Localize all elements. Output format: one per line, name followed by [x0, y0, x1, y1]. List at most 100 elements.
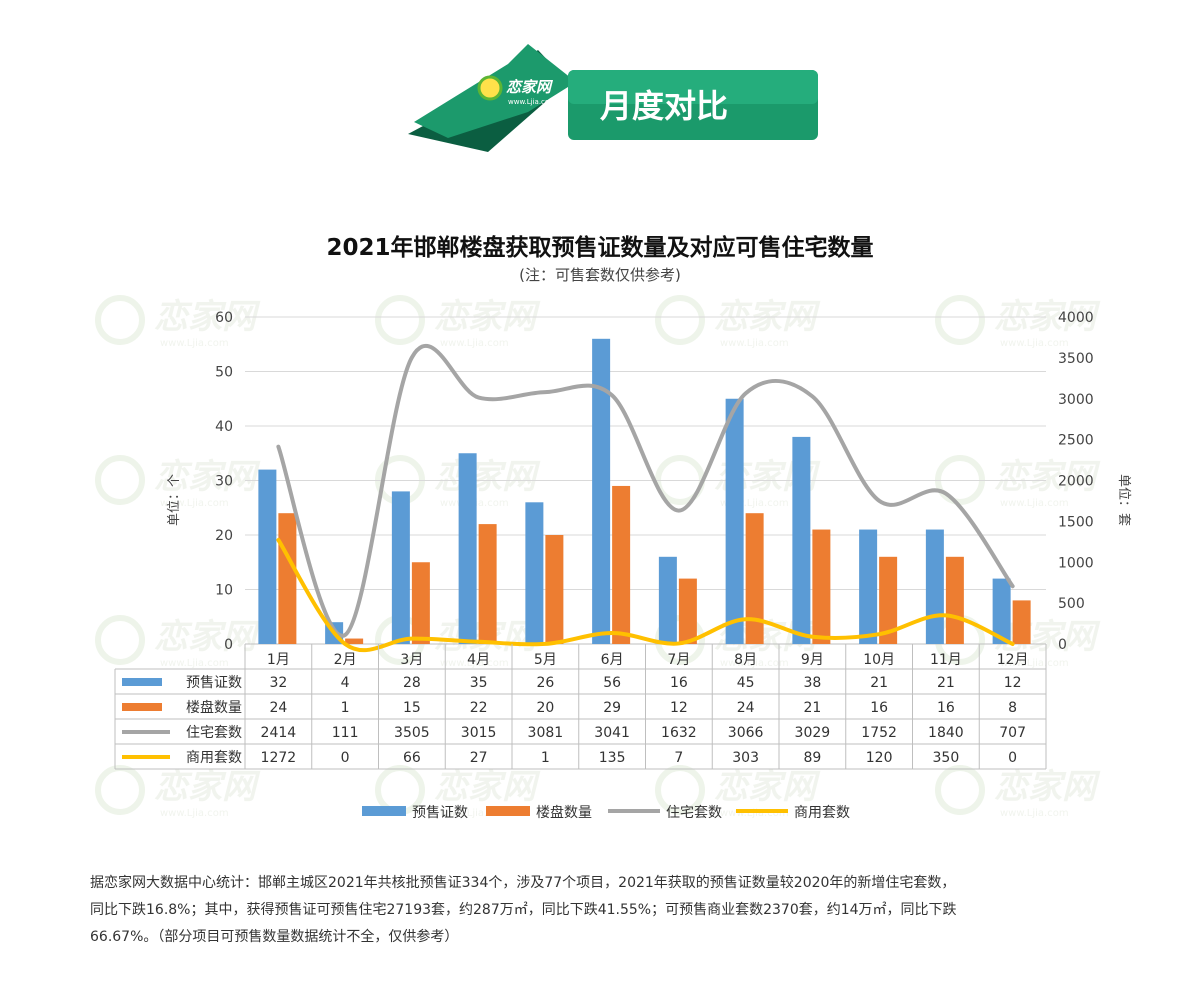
x-tick-label: 2月	[334, 652, 357, 668]
logo-subtext: www.Ljia.com	[508, 98, 556, 106]
table-legend-swatch	[122, 703, 162, 711]
watermark-subtext: www.Ljia.com	[1000, 338, 1069, 349]
x-tick-label: 9月	[801, 652, 824, 668]
table-cell: 16	[870, 700, 888, 716]
watermark-snail-icon	[95, 455, 145, 505]
table-cell: 303	[732, 750, 759, 766]
line-series	[276, 343, 1015, 652]
bar-预售证数	[525, 502, 544, 644]
x-tick-label: 8月	[734, 652, 757, 668]
table-cell: 1840	[928, 725, 964, 741]
table-row-header: 住宅套数	[186, 725, 242, 741]
y-axis-right-label: 单位：套	[1116, 474, 1132, 526]
y-tick-label-right: 3000	[1058, 392, 1094, 408]
x-tick-label: 6月	[601, 652, 624, 668]
table-cell: 24	[737, 700, 755, 716]
table-legend-swatch	[122, 678, 162, 686]
x-tick-label: 11月	[930, 652, 962, 668]
bar-楼盘数量	[945, 556, 964, 644]
watermark-text: 恋家网	[714, 767, 821, 807]
table-cell: 350	[933, 750, 960, 766]
watermark-subtext: www.Ljia.com	[160, 808, 229, 819]
legend-label: 楼盘数量	[536, 804, 592, 821]
bar-series	[258, 338, 1031, 644]
watermark-snail-icon	[935, 765, 985, 815]
y-tick-label-right: 2000	[1058, 474, 1094, 490]
watermark-subtext: www.Ljia.com	[720, 498, 789, 509]
watermark-text: 恋家网	[154, 457, 261, 497]
table-cell: 3066	[728, 725, 764, 741]
snail-logo-icon	[477, 75, 503, 101]
watermark-subtext: www.Ljia.com	[160, 658, 229, 669]
bar-楼盘数量	[612, 485, 631, 644]
y-tick-label-right: 1500	[1058, 514, 1094, 530]
header-banner: 恋家网 www.Ljia.com 月度对比	[408, 44, 818, 152]
table-cell: 56	[603, 675, 621, 691]
table-cell: 1632	[661, 725, 697, 741]
bar-预售证数	[458, 453, 477, 644]
watermark-text: 恋家网	[154, 767, 261, 807]
line-商用套数	[276, 538, 1015, 652]
watermark-text: 恋家网	[154, 617, 261, 657]
legend-swatch	[486, 806, 530, 816]
watermark-subtext: www.Ljia.com	[720, 658, 789, 669]
table-cell: 3041	[594, 725, 630, 741]
table-cell: 1272	[261, 750, 297, 766]
bar-预售证数	[592, 338, 611, 644]
table-cell: 12	[670, 700, 688, 716]
y-tick-label-right: 0	[1058, 637, 1067, 653]
legend-label: 商用套数	[794, 805, 850, 821]
legend-label: 住宅套数	[666, 805, 722, 821]
table-cell: 111	[332, 725, 359, 741]
x-tick-label: 5月	[534, 652, 557, 668]
table-cell: 3505	[394, 725, 430, 741]
watermark-text: 恋家网	[434, 457, 541, 497]
watermark-text: 恋家网	[994, 767, 1101, 807]
y-tick-label-left: 50	[215, 365, 233, 381]
legend-label: 预售证数	[412, 805, 468, 821]
table-row-header: 商用套数	[186, 750, 242, 766]
logo-text: 恋家网	[506, 78, 554, 96]
y-tick-label-left: 40	[215, 419, 233, 435]
bar-预售证数	[925, 529, 944, 644]
table-cell: 21	[870, 675, 888, 691]
table-cell: 20	[536, 700, 554, 716]
x-tick-label: 1月	[267, 652, 290, 668]
watermark-snail-icon	[95, 615, 145, 665]
watermark-subtext: www.Ljia.com	[440, 658, 509, 669]
watermark-subtext: www.Ljia.com	[720, 338, 789, 349]
watermark-text: 恋家网	[154, 297, 261, 337]
table-cell: 29	[603, 700, 621, 716]
bar-预售证数	[391, 491, 410, 644]
watermark-snail-icon	[655, 295, 705, 345]
legend-swatch	[362, 806, 406, 816]
table-cell: 1	[341, 700, 350, 716]
table-cell: 4	[341, 675, 350, 691]
bar-楼盘数量	[745, 513, 764, 644]
watermark-snail-icon	[95, 295, 145, 345]
y-tick-labels: 0 10 20 30 40 50 60 0 500 1000 1500 2000 2500 3000 350…	[215, 310, 1093, 653]
statistics-note: 据恋家网大数据中心统计：邯郸主城区2021年共核批预售证334个，涉及77个项目…	[90, 870, 1130, 951]
table-cell: 0	[341, 750, 350, 766]
bar-楼盘数量	[678, 578, 697, 644]
bar-楼盘数量	[278, 513, 297, 644]
x-tick-label: 3月	[400, 652, 423, 668]
table-cell: 0	[1008, 750, 1017, 766]
watermark-subtext: www.Ljia.com	[720, 808, 789, 819]
table-cell: 3081	[528, 725, 564, 741]
x-tick-label: 4月	[467, 652, 490, 668]
bar-楼盘数量	[411, 562, 430, 644]
bar-楼盘数量	[812, 529, 831, 644]
table-cell: 21	[937, 675, 955, 691]
y-tick-label-left: 30	[215, 474, 233, 490]
watermark-snail-icon	[95, 765, 145, 815]
table-cell: 32	[269, 675, 287, 691]
y-tick-label-right: 4000	[1058, 310, 1094, 326]
table-row-header: 楼盘数量	[186, 699, 242, 716]
gridlines	[245, 316, 1046, 645]
watermark-subtext: www.Ljia.com	[440, 338, 509, 349]
y-tick-label-right: 3500	[1058, 351, 1094, 367]
table-cell: 12	[1004, 675, 1022, 691]
table-cell: 89	[803, 750, 821, 766]
